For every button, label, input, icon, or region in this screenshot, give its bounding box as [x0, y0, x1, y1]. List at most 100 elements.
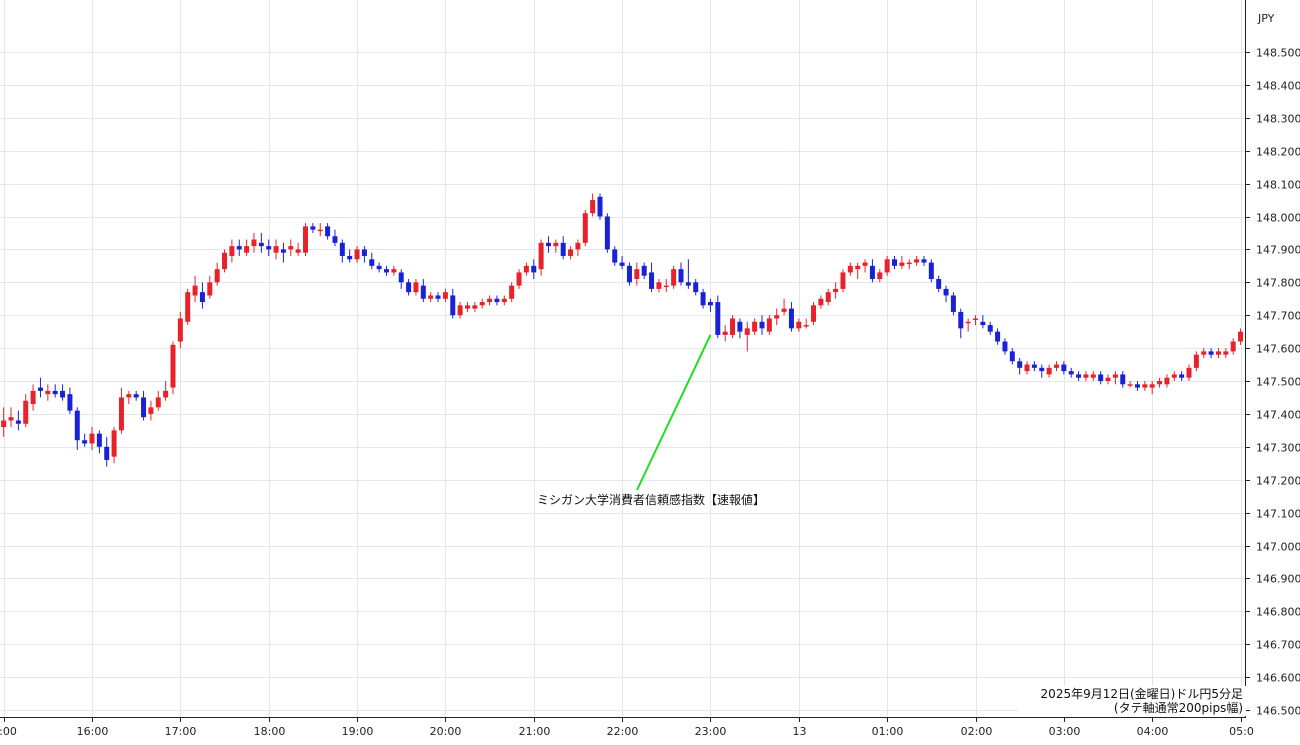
- candle: [730, 315, 736, 339]
- candle: [936, 275, 942, 293]
- candle: [921, 255, 927, 266]
- candle-body: [509, 285, 515, 299]
- candle-body: [1127, 384, 1133, 386]
- chart-caption-title: 2025年9月12日(金曜日)ドル円5分足: [1041, 686, 1243, 701]
- candle-body: [37, 387, 43, 391]
- price-tick-label: 148.400: [1256, 80, 1300, 93]
- candle-body: [1238, 331, 1244, 342]
- candle-body: [1120, 374, 1126, 385]
- candle-body: [494, 298, 500, 303]
- time-axis: 5:00 16:00 17:00 18:00 19:00 20:00 21:00 22:00 2…: [0, 717, 1254, 738]
- candle-body: [1186, 367, 1192, 378]
- candle: [612, 246, 618, 266]
- candle-body: [1230, 341, 1236, 352]
- candle: [1157, 377, 1163, 388]
- candle-body: [1090, 374, 1096, 378]
- candle: [560, 236, 566, 260]
- candle: [914, 255, 920, 266]
- price-tick-label: 146.800: [1256, 606, 1300, 619]
- candle-body: [847, 265, 853, 273]
- price-tick-label: 147.400: [1256, 409, 1300, 422]
- candle-body: [1223, 351, 1229, 355]
- candle-body: [604, 216, 610, 250]
- candle-body: [406, 282, 412, 293]
- candle: [811, 302, 817, 326]
- candle-body: [118, 397, 124, 431]
- candle: [398, 269, 404, 289]
- candle-body: [619, 262, 625, 266]
- candle-body: [840, 272, 846, 289]
- candle-body: [428, 295, 434, 299]
- candle: [700, 288, 706, 309]
- candle-body: [958, 311, 964, 329]
- price-tick-label: 146.900: [1256, 573, 1300, 586]
- candle: [987, 321, 993, 335]
- candle-body: [1112, 374, 1118, 378]
- candle: [163, 381, 169, 401]
- candle-body: [192, 285, 198, 296]
- time-tick-label: 03:00: [1049, 725, 1081, 738]
- candle: [965, 318, 971, 332]
- candle-body: [185, 292, 191, 322]
- candle: [597, 193, 603, 220]
- candle: [1083, 371, 1089, 381]
- candle-body: [899, 262, 905, 266]
- candle: [1142, 381, 1148, 391]
- candle: [906, 259, 912, 270]
- candle-body: [987, 325, 993, 332]
- time-tick-label: 19:00: [342, 725, 374, 738]
- candle-body: [155, 397, 161, 408]
- candle-body: [133, 394, 139, 398]
- candle: [376, 262, 382, 273]
- candle: [1149, 381, 1155, 395]
- candle-body: [943, 288, 949, 296]
- caption-background: [1018, 686, 1246, 716]
- candle-body: [700, 292, 706, 306]
- candle-body: [685, 282, 691, 286]
- candle: [236, 239, 242, 256]
- candle: [339, 239, 345, 263]
- candle: [796, 318, 802, 332]
- candle-body: [523, 265, 529, 273]
- candle-body: [818, 298, 824, 306]
- candle: [862, 259, 868, 273]
- candle: [258, 232, 264, 253]
- candle-body: [995, 331, 1001, 342]
- candle-body: [199, 292, 205, 303]
- candle-body: [1076, 374, 1082, 378]
- candle: [295, 242, 301, 256]
- candle-body: [553, 242, 559, 247]
- candle: [406, 279, 412, 296]
- candle: [354, 246, 360, 263]
- candle-body: [1098, 374, 1104, 381]
- candle-body: [928, 262, 934, 280]
- candle-body: [435, 295, 441, 299]
- candle: [788, 302, 794, 332]
- candle: [266, 239, 272, 256]
- candle: [582, 209, 588, 247]
- candle: [803, 318, 809, 329]
- candle-body: [663, 285, 669, 288]
- candle-body: [111, 430, 117, 457]
- candle: [928, 259, 934, 283]
- time-tick-label: 21:00: [519, 725, 551, 738]
- candle: [1076, 371, 1082, 381]
- candle-body: [104, 446, 110, 460]
- candle-body: [862, 262, 868, 266]
- candle: [118, 387, 124, 434]
- candle: [1201, 348, 1207, 358]
- candle-body: [310, 226, 316, 230]
- candle: [781, 298, 787, 316]
- candle: [649, 262, 655, 293]
- candle-body: [236, 246, 242, 250]
- candle: [619, 255, 625, 270]
- candle: [244, 239, 250, 256]
- candle: [155, 390, 161, 411]
- candle-body: [317, 229, 323, 232]
- candle: [980, 315, 986, 329]
- candle: [523, 262, 529, 276]
- candle: [1002, 338, 1008, 355]
- candle: [222, 249, 228, 273]
- candle-body: [1009, 351, 1015, 362]
- candle-body: [1149, 384, 1155, 388]
